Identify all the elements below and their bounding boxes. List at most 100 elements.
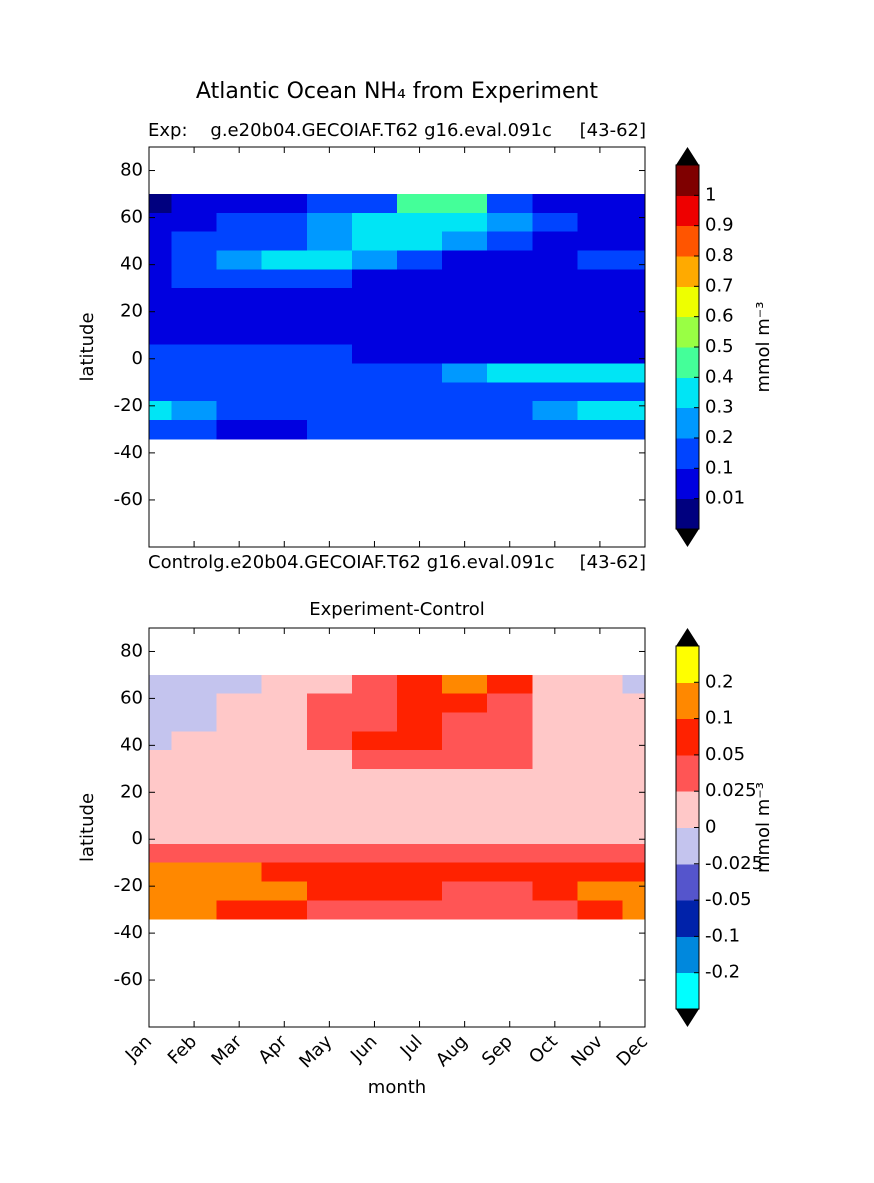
contour-cell	[577, 382, 623, 402]
contour-cell	[487, 401, 533, 421]
colorbar-tick-label: 0.1	[705, 708, 734, 729]
contour-cell	[306, 862, 353, 882]
contour-cell	[351, 843, 398, 864]
contour-cell	[171, 862, 218, 882]
contour-cell	[487, 419, 533, 440]
contour-cell	[532, 250, 578, 270]
contour-cell	[442, 288, 488, 308]
contour-cell	[532, 674, 578, 695]
contour-cell	[397, 787, 443, 807]
contour-cell	[306, 382, 353, 402]
contour-cell	[442, 212, 488, 233]
contour-cell	[622, 382, 645, 402]
field	[149, 194, 645, 440]
colorbar-swatch	[676, 972, 699, 1010]
contour-cell	[171, 881, 218, 901]
contour-cell	[216, 693, 263, 713]
contour-cell	[171, 250, 218, 270]
colorbar-swatch	[676, 863, 699, 901]
contour-cell	[216, 250, 263, 270]
y-tick-label: -20	[114, 395, 143, 416]
contour-cell	[397, 269, 443, 289]
contour-cell	[306, 212, 353, 233]
contour-cell	[149, 843, 173, 864]
colorbar-tick-label: 0	[705, 817, 716, 838]
contour-cell	[171, 806, 218, 826]
contour-cell	[532, 194, 578, 214]
bottom-right-text: [43-62]	[580, 552, 646, 573]
contour-cell	[261, 731, 308, 751]
contour-cell	[216, 806, 263, 826]
contour-cell	[261, 862, 308, 882]
contour-cell	[577, 288, 623, 308]
contour-cell	[216, 344, 263, 364]
contour-cell	[306, 269, 353, 289]
contour-cell	[306, 806, 353, 826]
contour-cell	[216, 382, 263, 402]
contour-cell	[577, 787, 623, 807]
colorbar-swatch	[676, 377, 699, 409]
contour-cell	[487, 363, 533, 383]
contour-cell	[532, 731, 578, 751]
contour-cell	[149, 382, 173, 402]
contour-cell	[306, 288, 353, 308]
contour-cell	[171, 693, 218, 713]
contour-cell	[216, 900, 263, 920]
contour-cell	[532, 750, 578, 770]
contour-cell	[351, 787, 398, 807]
colorbar-swatch	[676, 468, 699, 500]
contour-cell	[216, 843, 263, 864]
contour-cell	[261, 307, 308, 327]
contour-cell	[171, 269, 218, 289]
contour-cell	[397, 900, 443, 920]
contour-cell	[216, 731, 263, 751]
contour-cell	[216, 194, 263, 214]
colorbar-tick-label: 1	[705, 184, 716, 205]
bottom-left-text: Controlg.e20b04.GECOIAF.T62 g16.eval.091…	[148, 552, 555, 573]
contour-cell	[261, 269, 308, 289]
contour-cell	[149, 419, 173, 440]
colorbar-swatch	[676, 286, 699, 318]
contour-cell	[171, 843, 218, 864]
contour-cell	[622, 419, 645, 440]
contour-cell	[487, 325, 533, 346]
contour-cell	[487, 731, 533, 751]
contour-cell	[532, 325, 578, 346]
contour-cell	[532, 269, 578, 289]
contour-cell	[487, 768, 533, 789]
contour-cell	[622, 194, 645, 214]
contour-cell	[397, 825, 443, 845]
contour-cell	[149, 900, 173, 920]
contour-cell	[577, 307, 623, 327]
contour-cell	[532, 288, 578, 308]
contour-cell	[171, 363, 218, 383]
contour-cell	[622, 325, 645, 346]
contour-cell	[442, 750, 488, 770]
contour-cell	[351, 862, 398, 882]
colorbar-swatch	[676, 936, 699, 974]
contour-cell	[622, 674, 645, 695]
contour-cell	[216, 674, 263, 695]
contour-cell	[306, 750, 353, 770]
contour-cell	[149, 363, 173, 383]
contour-cell	[216, 768, 263, 789]
contour-cell	[149, 750, 173, 770]
y-tick-label: 80	[120, 640, 143, 661]
contour-cell	[577, 843, 623, 864]
contour-cell	[487, 900, 533, 920]
contour-cell	[487, 712, 533, 732]
y-axis-label: latitude	[77, 793, 98, 862]
contour-cell	[261, 325, 308, 346]
contour-cell	[442, 344, 488, 364]
contour-cell	[577, 900, 623, 920]
contour-cell	[216, 881, 263, 901]
contour-cell	[216, 419, 263, 440]
contour-cell	[397, 419, 443, 440]
contour-cell	[306, 881, 353, 901]
contour-cell	[149, 806, 173, 826]
colorbar-swatch	[676, 498, 699, 530]
contour-cell	[622, 806, 645, 826]
contour-cell	[532, 382, 578, 402]
contour-cell	[532, 363, 578, 383]
